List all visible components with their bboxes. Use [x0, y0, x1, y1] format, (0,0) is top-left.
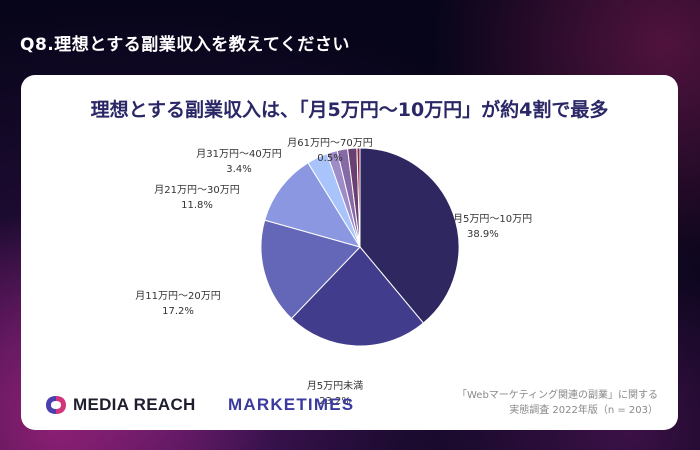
- pie-slice: [290, 246, 425, 347]
- pie-chart: 月5万円〜10万円 38.9% 月5万円未満 23.2% 月11万円〜20万円 17.2%…: [135, 137, 532, 407]
- slice-label: 月5万円〜10万円: [453, 213, 532, 225]
- page-title: Q8.理想とする副業収入を教えてください: [20, 35, 350, 55]
- source-note: 「Webマーケティング関連の副業」に関する 実態調査 2022年版（n = 20…: [457, 388, 658, 418]
- media-reach-logo: MEDIA REACH: [45, 395, 196, 415]
- source-line-2: 実態調査 2022年版（n = 203）: [509, 405, 658, 416]
- pie-slice: [356, 147, 361, 248]
- slice-value-label: 23.2%: [319, 396, 351, 407]
- slice-value-label: 38.9%: [467, 229, 499, 240]
- slice-value-label: 17.2%: [162, 306, 194, 317]
- source-line-1: 「Webマーケティング関連の副業」に関する: [456, 390, 658, 401]
- slice-label: 月31万円〜40万円: [196, 148, 281, 160]
- slice-value-label: 3.4%: [226, 164, 251, 175]
- media-reach-icon: [46, 396, 66, 414]
- media-reach-wordmark: MEDIA REACH: [73, 395, 196, 414]
- chart-title: 理想とする副業収入は、「月5万円〜10万円」が約4割で最多: [90, 99, 609, 121]
- slice-label: 月11万円〜20万円: [135, 290, 220, 302]
- pie-slice: [264, 162, 362, 248]
- slice-label: 月5万円未満: [307, 380, 363, 392]
- slice-value-label: 11.8%: [181, 200, 213, 211]
- pie-slice: [260, 219, 361, 320]
- slice-label: 月61万円〜70万円: [287, 137, 372, 149]
- pie-slice: [359, 147, 460, 324]
- chart-card: 理想とする副業収入は、「月5万円〜10万円」が約4割で最多 月5万円〜10万円 3…: [21, 75, 678, 430]
- slice-label: 月21万円〜30万円: [154, 184, 239, 196]
- marketimes-logo: MARKETIMES: [228, 395, 355, 414]
- slice-value-label: 0.5%: [317, 153, 342, 164]
